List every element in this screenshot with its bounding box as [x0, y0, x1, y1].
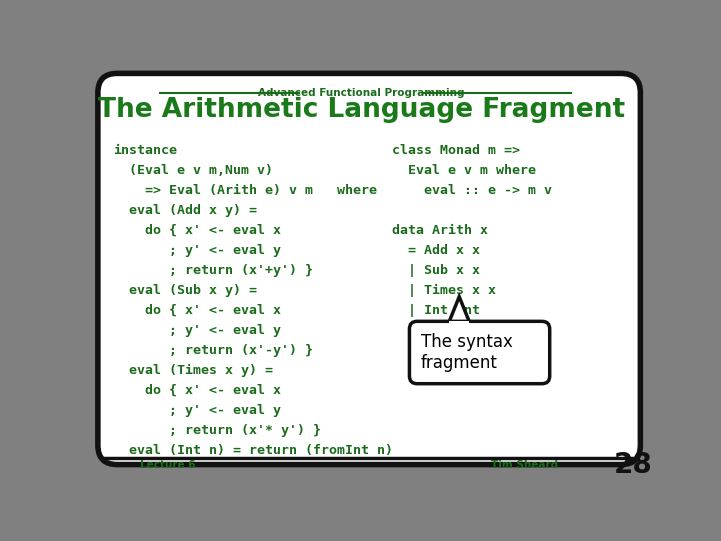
Text: 28: 28 [614, 451, 652, 479]
Text: eval (Int n) = return (fromInt n): eval (Int n) = return (fromInt n) [113, 444, 394, 457]
Text: Tim Sheard: Tim Sheard [490, 459, 557, 470]
Text: do { x' <- eval x: do { x' <- eval x [113, 224, 281, 237]
Text: Eval e v m where: Eval e v m where [392, 164, 536, 177]
Polygon shape [448, 296, 470, 324]
Text: Advanced Functional Programming: Advanced Functional Programming [258, 88, 464, 97]
Text: The Arithmetic Language Fragment: The Arithmetic Language Fragment [98, 97, 625, 123]
Text: do { x' <- eval x: do { x' <- eval x [113, 384, 281, 397]
Text: ; y' <- eval y: ; y' <- eval y [113, 244, 281, 257]
Text: | Times x x: | Times x x [392, 284, 496, 297]
Text: ; return (x'-y') }: ; return (x'-y') } [113, 344, 314, 357]
Text: The syntax
fragment: The syntax fragment [421, 333, 513, 372]
Text: data Arith x: data Arith x [392, 224, 488, 237]
Text: ; y' <- eval y: ; y' <- eval y [113, 404, 281, 417]
Text: eval (Sub x y) =: eval (Sub x y) = [113, 284, 257, 297]
Text: ; return (x'* y') }: ; return (x'* y') } [113, 424, 322, 437]
Text: eval :: e -> m v: eval :: e -> m v [392, 184, 552, 197]
Text: => Eval (Arith e) v m   where: => Eval (Arith e) v m where [113, 184, 377, 197]
Text: (Eval e v m,Num v): (Eval e v m,Num v) [113, 164, 273, 177]
Text: = Add x x: = Add x x [392, 244, 480, 257]
Text: instance: instance [113, 144, 177, 157]
Text: do { x' <- eval x: do { x' <- eval x [113, 304, 281, 317]
Text: Lecture 6: Lecture 6 [140, 459, 195, 470]
Text: eval (Times x y) =: eval (Times x y) = [113, 364, 273, 377]
FancyBboxPatch shape [410, 321, 549, 384]
Text: ; return (x'+y') }: ; return (x'+y') } [113, 264, 314, 277]
Bar [449, 321, 469, 325]
Text: class Monad m =>: class Monad m => [392, 144, 521, 157]
FancyBboxPatch shape [98, 74, 640, 465]
Text: | Sub x x: | Sub x x [392, 264, 480, 277]
Text: | Int Int: | Int Int [392, 304, 480, 317]
Text: ; y' <- eval y: ; y' <- eval y [113, 324, 281, 337]
Text: eval (Add x y) =: eval (Add x y) = [113, 204, 257, 217]
